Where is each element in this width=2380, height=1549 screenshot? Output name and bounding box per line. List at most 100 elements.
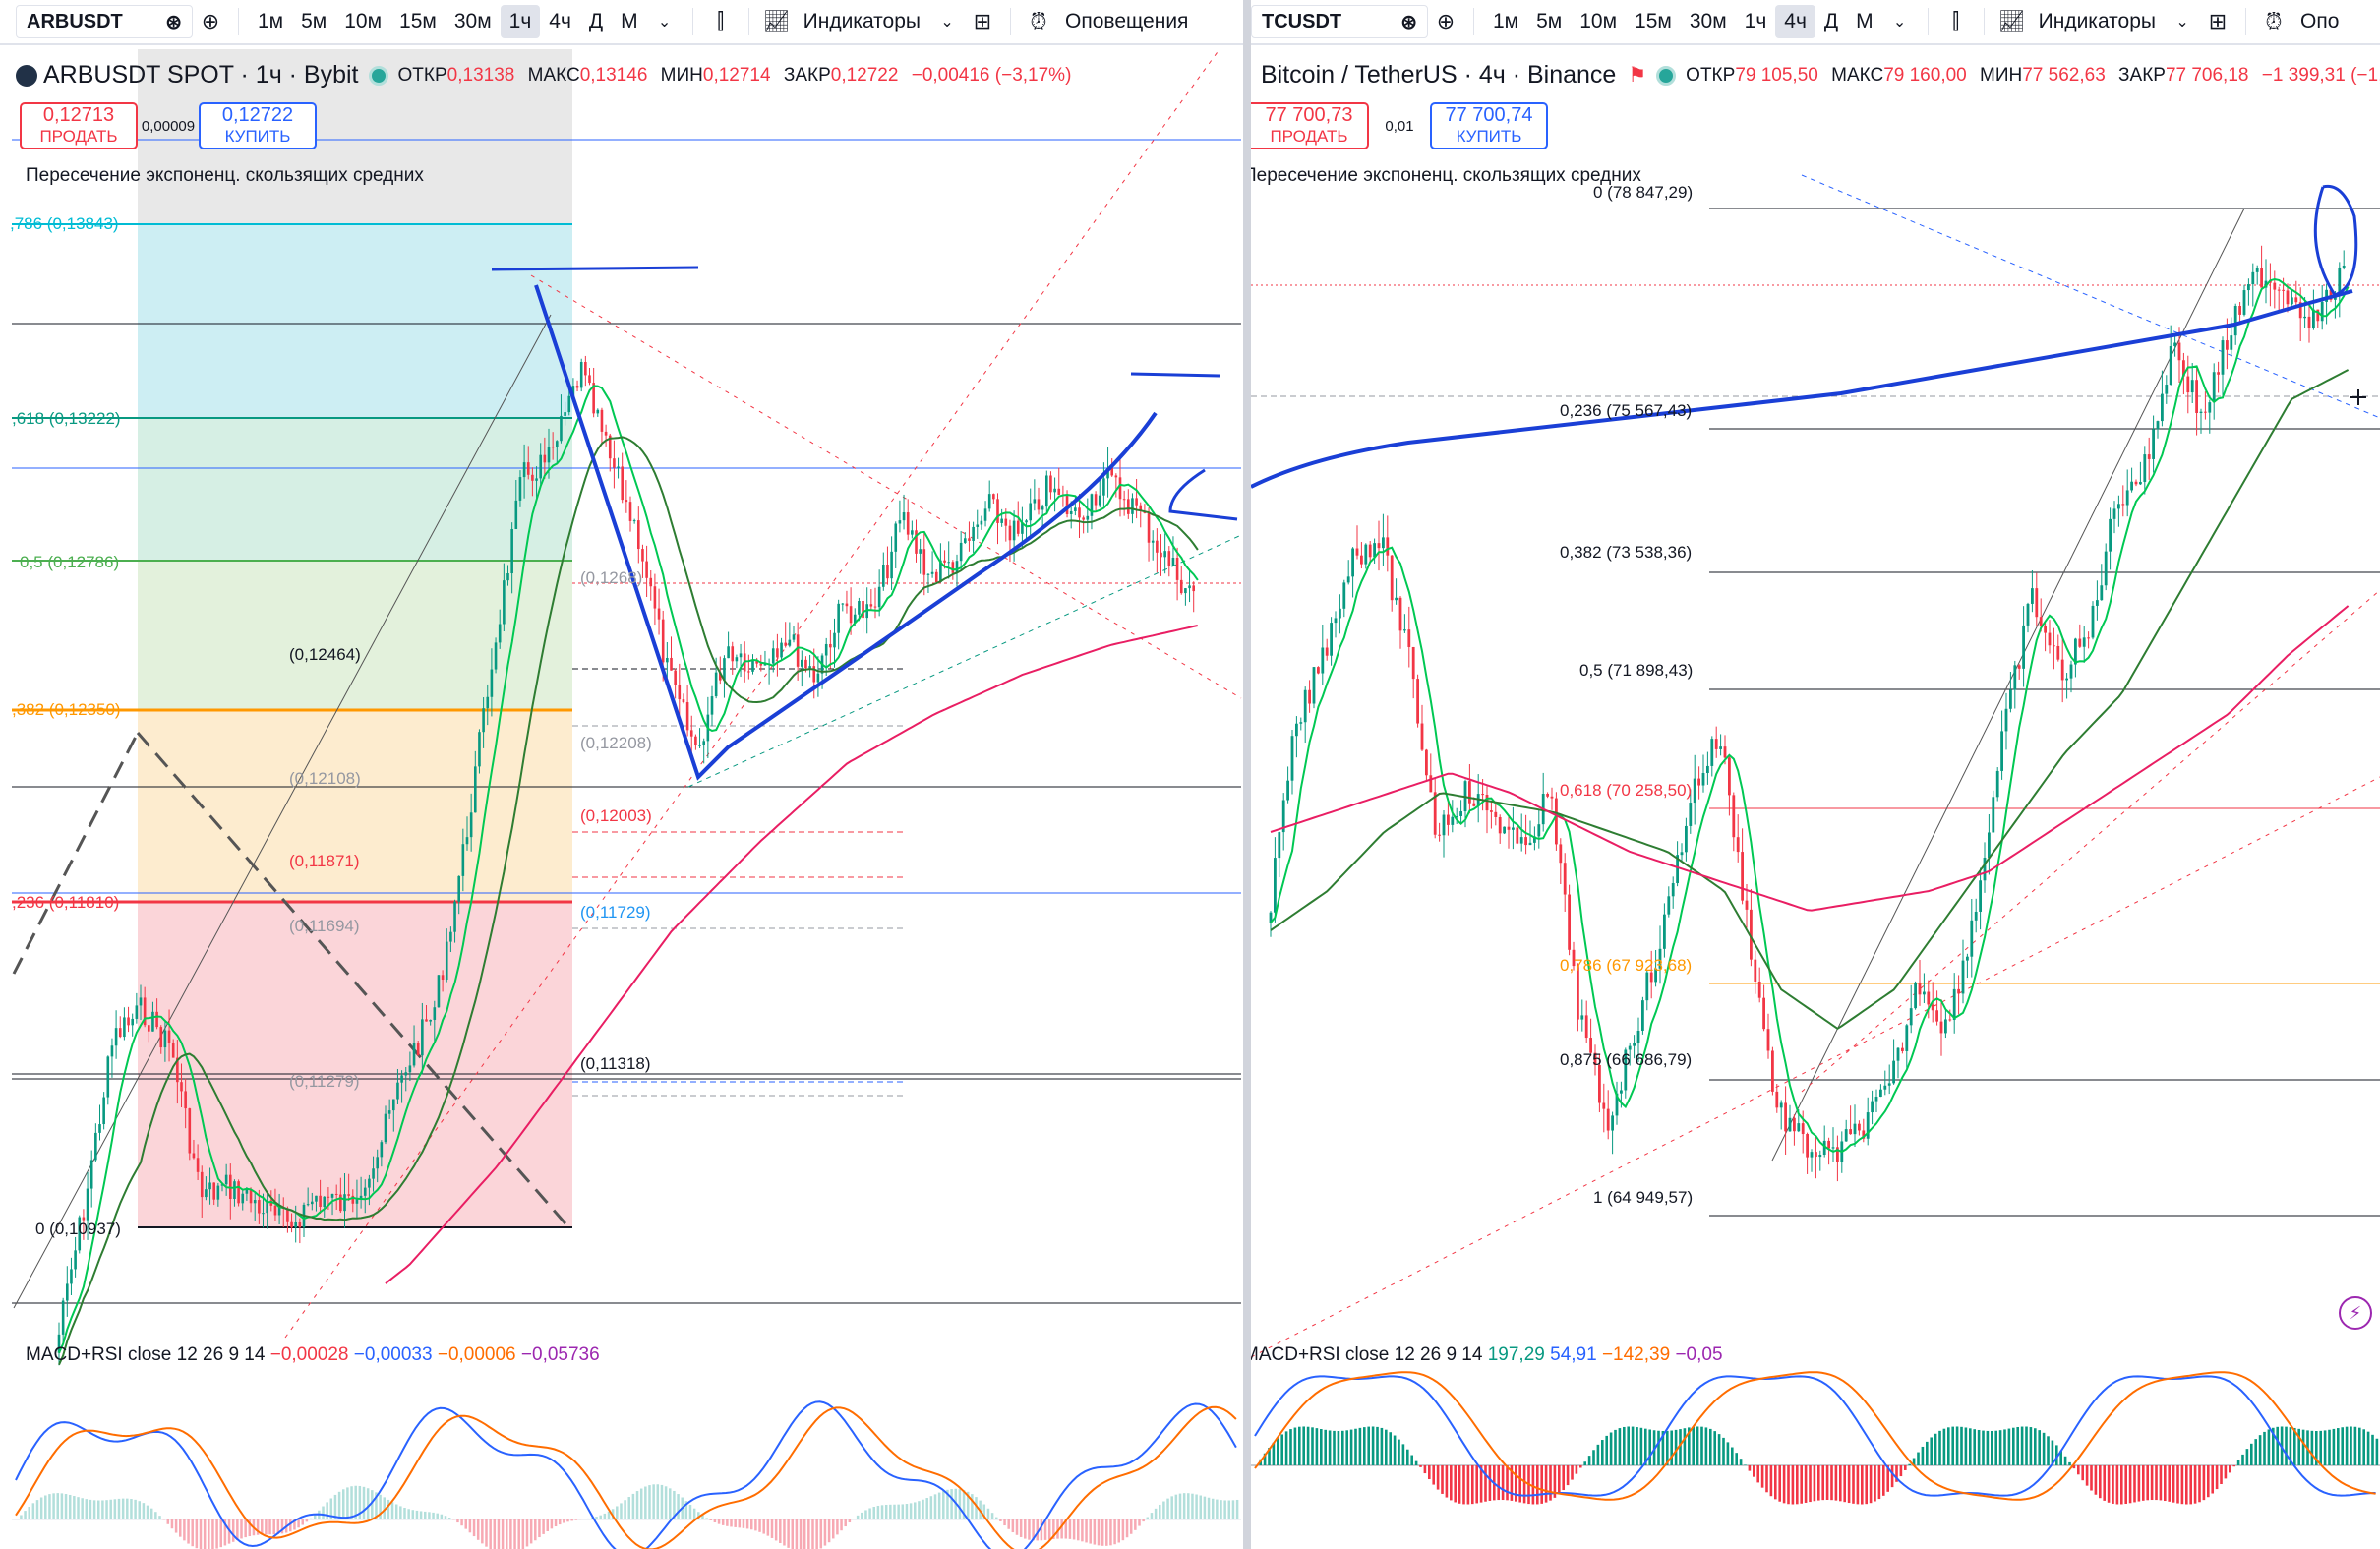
fib-label: 0 (78 847,29): [1593, 183, 1694, 202]
interval-10м[interactable]: 10м: [1579, 10, 1618, 32]
flag-icon[interactable]: ⚑: [1628, 64, 1647, 87]
macd-histogram-bar: [1093, 1519, 1097, 1545]
macd-histogram-bar: [1683, 1428, 1687, 1465]
macd-histogram-bar: [333, 1494, 337, 1519]
macd-histogram-bar: [1398, 1439, 1400, 1465]
macd-histogram-bar: [208, 1519, 210, 1549]
candle-body: [1550, 796, 1554, 799]
fib-label-05: 0,5 (0,12786): [20, 553, 120, 571]
interval-1ч[interactable]: 1ч: [1744, 10, 1767, 32]
sell-button[interactable]: 77 700,73 ПРОДАТЬ: [1251, 102, 1369, 149]
interval-15м[interactable]: 15м: [399, 10, 437, 32]
interval-30м[interactable]: 30м: [453, 10, 492, 32]
interval-15м[interactable]: 15м: [1635, 10, 1672, 32]
candle-body: [1082, 517, 1085, 520]
macd-histogram-bar: [428, 1512, 431, 1519]
macd-histogram-bar: [1904, 1465, 1907, 1470]
indicators-dropdown-icon[interactable]: ⌄: [940, 14, 954, 30]
interval-М[interactable]: М: [621, 10, 638, 32]
macd-histogram-bar: [2301, 1429, 2305, 1465]
compare-plus-icon[interactable]: ⊕: [1436, 9, 1456, 33]
macd-histogram-bar: [419, 1511, 423, 1519]
templates-grid-icon[interactable]: ⊞: [2208, 9, 2228, 33]
indicator-label[interactable]: Пересечение экспоненц. скользящих средни…: [26, 165, 424, 186]
symbol-search[interactable]: ARBUSDT ⊛: [16, 5, 193, 38]
symbol-search[interactable]: TCUSDT ⊛: [1251, 5, 1428, 38]
candle-body: [645, 561, 648, 578]
candle-body: [363, 1187, 367, 1196]
sell-button[interactable]: 0,12713 ПРОДАТЬ: [20, 102, 138, 149]
macd-histogram-bar: [2241, 1454, 2244, 1465]
buy-button[interactable]: 0,12722 КУПИТЬ: [199, 102, 317, 149]
macd-histogram-bar: [2250, 1443, 2253, 1465]
indicator-label[interactable]: Пересечение экспоненц. скользящих средни…: [1251, 165, 1641, 186]
compare-plus-icon[interactable]: ⊕: [201, 9, 220, 33]
candle-type-icon[interactable]: ⫿: [1952, 9, 1960, 33]
interval-М[interactable]: М: [1856, 10, 1874, 32]
macd-histogram-bar: [644, 1486, 647, 1519]
macd-histogram-bar: [440, 1514, 444, 1519]
macd-line: [1254, 1375, 2376, 1497]
candle-body: [2199, 411, 2203, 413]
candle-body: [2082, 637, 2086, 647]
candle-body: [368, 1178, 371, 1188]
interval-Д[interactable]: Д: [1823, 10, 1839, 32]
macd-histogram-bar: [2081, 1465, 2084, 1481]
candle-body: [2204, 411, 2207, 413]
macd-histogram-bar: [1207, 1497, 1211, 1519]
candle-body: [723, 658, 726, 681]
candle-body: [2260, 268, 2263, 288]
interval-1ч[interactable]: 1ч: [500, 5, 541, 38]
interval-30м[interactable]: 30м: [1689, 10, 1727, 32]
interval-4ч[interactable]: 4ч: [549, 10, 571, 32]
interval-10м[interactable]: 10м: [344, 10, 383, 32]
interval-4ч[interactable]: 4ч: [1775, 5, 1815, 38]
right-chart-panel[interactable]: TCUSDT ⊛ ⊕ 1м 5м 10м 15м 30м 1ч 4ч Д М ⌄ ⫿ 📈︎ Ин…: [1251, 0, 2380, 1549]
macd-histogram-bar: [81, 1498, 84, 1519]
candle-body: [2303, 316, 2306, 319]
left-chart-panel[interactable]: ARBUSDT ⊛ ⊕ 1м 5м 10м 15м 30м 1ч 4ч Д М ⌄ ⫿ 📈︎ И…: [0, 0, 1247, 1549]
panel-divider[interactable]: [1243, 0, 1253, 1549]
symbol-settings-icon[interactable]: ⊛: [165, 11, 182, 33]
interval-Д[interactable]: Д: [588, 10, 604, 32]
replay-bolt-icon[interactable]: ⚡︎: [2339, 1296, 2372, 1330]
indicators-dropdown-icon[interactable]: ⌄: [2175, 14, 2189, 30]
candle-body: [1481, 794, 1484, 796]
indicators-icon[interactable]: 📈︎: [762, 9, 791, 33]
interval-5м[interactable]: 5м: [301, 10, 327, 32]
interval-5м[interactable]: 5м: [1536, 10, 1563, 32]
candle-body: [421, 1019, 424, 1056]
candle-body: [1094, 494, 1098, 506]
interval-1м[interactable]: 1м: [1493, 10, 1519, 32]
indicators-button[interactable]: Индикаторы: [2038, 10, 2157, 32]
candle-type-icon[interactable]: ⫿: [717, 9, 725, 33]
interval-1м[interactable]: 1м: [258, 10, 284, 32]
interval-dropdown-icon[interactable]: ⌄: [1892, 14, 1907, 30]
right-price-chart[interactable]: [1251, 45, 2380, 1549]
candle-body: [110, 1045, 114, 1057]
alerts-button[interactable]: Опо: [2300, 10, 2340, 32]
indicators-button[interactable]: Индикаторы: [803, 10, 922, 32]
left-price-chart[interactable]: [0, 45, 1247, 1549]
symbol-settings-icon[interactable]: ⊛: [1400, 11, 1417, 33]
indicators-icon[interactable]: 📈︎: [1997, 9, 2026, 33]
alerts-button[interactable]: Оповещения: [1065, 10, 1189, 32]
buy-button[interactable]: 77 700,74 КУПИТЬ: [1430, 102, 1548, 149]
alert-clock-icon[interactable]: ⏰︎: [1030, 9, 1047, 33]
templates-grid-icon[interactable]: ⊞: [973, 9, 992, 33]
drawing-line: [1251, 289, 2353, 489]
macd-histogram-bar: [2285, 1426, 2288, 1465]
macd-histogram-bar: [1709, 1428, 1712, 1465]
macd-histogram-bar: [635, 1491, 639, 1519]
candle-body: [1382, 537, 1385, 549]
interval-dropdown-icon[interactable]: ⌄: [657, 14, 672, 30]
macd-histogram-bar: [660, 1484, 664, 1519]
candle-body: [964, 538, 967, 543]
candle-body: [996, 499, 999, 523]
macd-histogram-bar: [509, 1519, 512, 1549]
macd-histogram-bar: [1804, 1465, 1808, 1503]
macd-histogram-bar: [1484, 1465, 1487, 1502]
macd-histogram-bar: [766, 1519, 770, 1536]
candle-body: [2312, 309, 2315, 328]
alert-clock-icon[interactable]: ⏰︎: [2265, 9, 2283, 33]
